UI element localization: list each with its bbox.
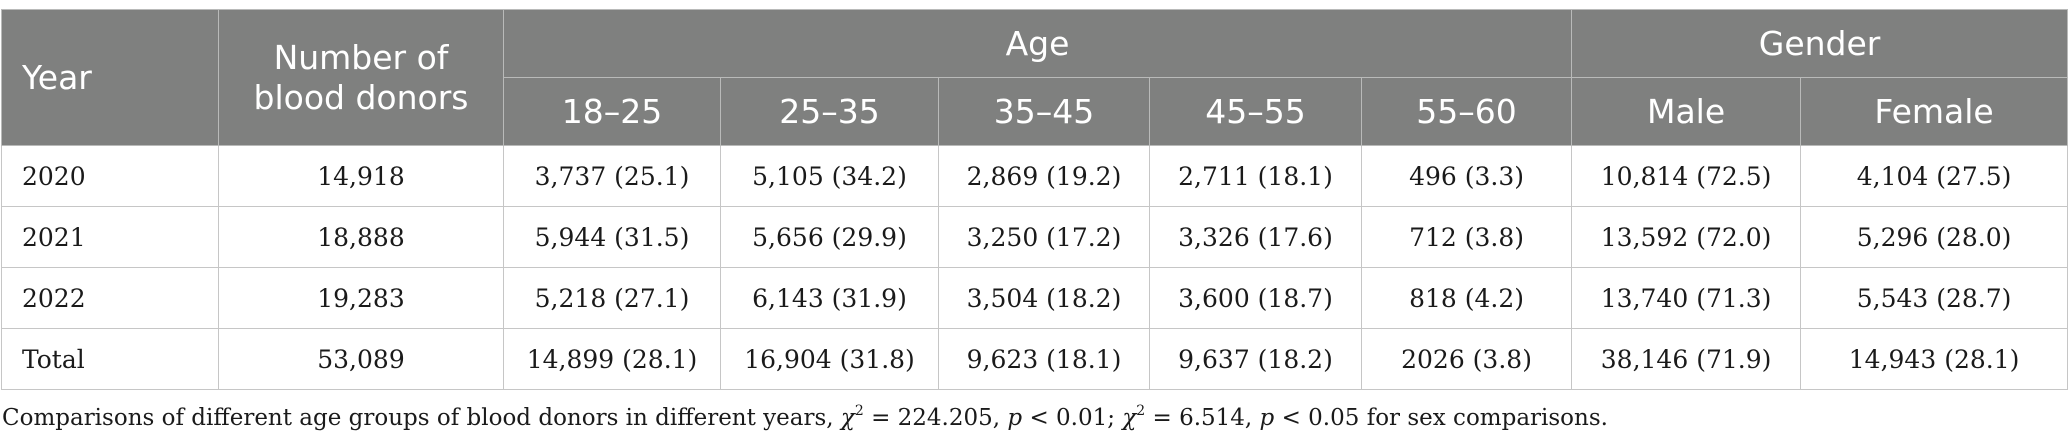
blood-donors-table: Year Number of blood donors Age Gender 1… [1,9,2068,390]
cell-donors: 19,283 [218,267,504,329]
header-male: Male [1571,77,1802,146]
footnote-chi-2: χ [1122,405,1137,431]
header-age-35-45: 35–45 [938,77,1150,146]
cell-male: 13,592 (72.0) [1571,206,1802,268]
cell-age-55-60: 2026 (3.8) [1360,328,1573,390]
cell-age-45-55: 9,637 (18.2) [1149,328,1362,390]
table-footnote: Comparisons of different age groups of b… [2,403,1608,431]
table-row: 2021 18,888 5,944 (31.5) 5,656 (29.9) 3,… [1,206,2068,268]
cell-age-45-55: 3,326 (17.6) [1149,206,1362,268]
cell-age-35-45: 2,869 (19.2) [938,145,1150,207]
cell-year: 2022 [1,267,219,329]
cell-age-25-35: 5,105 (34.2) [720,145,939,207]
header-female: Female [1800,77,2068,146]
cell-age-35-45: 3,504 (18.2) [938,267,1150,329]
header-donors: Number of blood donors [218,9,504,146]
cell-age-18-25: 14,899 (28.1) [503,328,721,390]
header-age: Age [502,9,1573,78]
cell-male: 38,146 (71.9) [1571,328,1802,390]
footnote-sq-2: 2 [1136,403,1146,419]
cell-age-18-25: 5,218 (27.1) [503,267,721,329]
footnote-eq2: = 6.514, [1145,405,1260,431]
cell-age-55-60: 712 (3.8) [1360,206,1573,268]
header-year: Year [1,9,219,146]
cell-age-25-35: 5,656 (29.9) [720,206,939,268]
footnote-prefix: Comparisons of different age groups of b… [2,405,841,431]
cell-donors: 18,888 [218,206,504,268]
header-gender: Gender [1571,9,2068,78]
cell-year: Total [1,328,219,390]
footnote-p: p [1007,405,1023,431]
cell-age-45-55: 3,600 (18.7) [1149,267,1362,329]
cell-donors: 53,089 [218,328,504,390]
cell-female: 5,296 (28.0) [1800,206,2068,268]
cell-age-45-55: 2,711 (18.1) [1149,145,1362,207]
table-row: 2022 19,283 5,218 (27.1) 6,143 (31.9) 3,… [1,267,2068,329]
header-age-45-55: 45–55 [1149,77,1362,146]
cell-age-55-60: 818 (4.2) [1360,267,1573,329]
cell-female: 4,104 (27.5) [1800,145,2068,207]
cell-age-25-35: 16,904 (31.8) [720,328,939,390]
cell-year: 2021 [1,206,219,268]
cell-age-55-60: 496 (3.3) [1360,145,1573,207]
footnote-p2: < 0.05 for sex comparisons. [1274,405,1608,431]
cell-male: 10,814 (72.5) [1571,145,1802,207]
table-row: 2020 14,918 3,737 (25.1) 5,105 (34.2) 2,… [1,145,2068,207]
header-age-18-25: 18–25 [503,77,721,146]
footnote-chi: χ [840,405,855,431]
cell-age-35-45: 9,623 (18.1) [938,328,1150,390]
cell-female: 5,543 (28.7) [1800,267,2068,329]
cell-year: 2020 [1,145,219,207]
cell-age-18-25: 5,944 (31.5) [503,206,721,268]
cell-age-25-35: 6,143 (31.9) [720,267,939,329]
cell-age-35-45: 3,250 (17.2) [938,206,1150,268]
cell-donors: 14,918 [218,145,504,207]
cell-male: 13,740 (71.3) [1571,267,1802,329]
header-age-25-35: 25–35 [720,77,939,146]
footnote-p-2: p [1259,405,1275,431]
cell-age-18-25: 3,737 (25.1) [503,145,721,207]
cell-female: 14,943 (28.1) [1800,328,2068,390]
header-age-55-60: 55–60 [1360,77,1573,146]
footnote-eq1: = 224.205, [863,405,1008,431]
footnote-p1: < 0.01; [1022,405,1123,431]
table-container: Year Number of blood donors Age Gender 1… [0,9,2068,390]
table-row-total: Total 53,089 14,899 (28.1) 16,904 (31.8)… [1,328,2068,390]
footnote-sq: 2 [854,403,864,419]
